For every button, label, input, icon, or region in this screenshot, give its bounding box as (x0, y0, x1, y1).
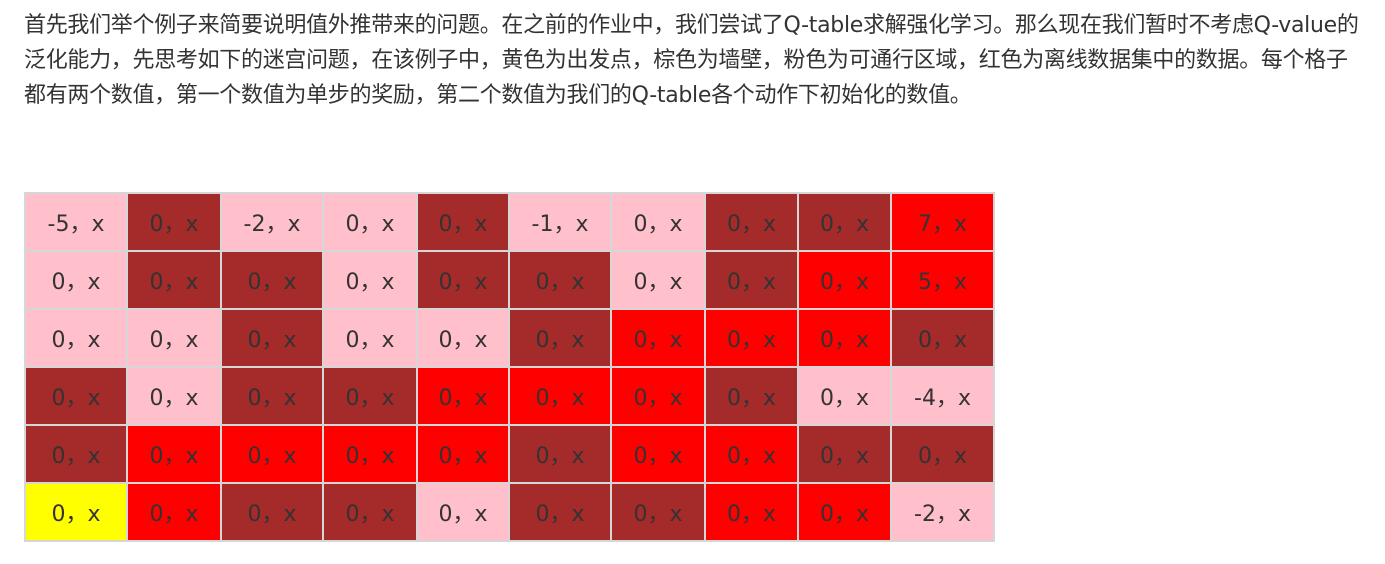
maze-cell-wall: 0，x (220, 482, 324, 542)
maze-row: 0，x 0，x 0，x 0，x 0，x 0，x 0，x 0，x 0，x 0，x (24, 424, 995, 484)
maze-cell-wall: 0，x (322, 366, 418, 426)
maze-cell-free: 0，x (126, 308, 222, 368)
maze-cell-data: 0，x (416, 424, 510, 484)
maze-cell-free: -1，x (508, 192, 612, 252)
maze-cell-data: 0，x (610, 424, 706, 484)
maze-cell-wall: 0，x (416, 250, 510, 310)
maze-cell-wall: 0，x (220, 250, 324, 310)
maze-cell-wall: 0，x (890, 424, 995, 484)
maze-grid-table: -5，x 0，x -2，x 0，x 0，x -1，x 0，x 0，x 0，x 7，x 0，x 0，x 0… (24, 192, 995, 542)
maze-cell-free: 0，x (322, 250, 418, 310)
maze-cell-free: 0，x (24, 308, 128, 368)
maze-row: 0，x 0，x 0，x 0，x 0，x 0，x 0，x 0，x 0，x -4，x (24, 366, 995, 426)
maze-cell-wall: 0，x (797, 192, 892, 252)
maze-cell-wall: 0，x (126, 192, 222, 252)
maze-cell-wall: 0，x (508, 308, 612, 368)
maze-cell-data: 0，x (220, 424, 324, 484)
maze-cell-free: 0，x (322, 308, 418, 368)
maze-cell-wall: 0，x (704, 192, 799, 252)
maze-cell-free: -4，x (890, 366, 995, 426)
maze-row: 0，x 0，x 0，x 0，x 0，x 0，x 0，x 0，x 0，x 0，x (24, 308, 995, 368)
maze-cell-data: 0，x (126, 482, 222, 542)
maze-cell-wall: 0，x (416, 192, 510, 252)
maze-cell-wall: 0，x (508, 482, 612, 542)
maze-cell-wall: 0，x (126, 250, 222, 310)
maze-cell-data: 0，x (508, 366, 612, 426)
intro-paragraph: 首先我们举个例子来简要说明值外推带来的问题。在之前的作业中，我们尝试了Q-tab… (24, 13, 1359, 108)
maze-cell-wall: 0，x (24, 424, 128, 484)
maze-cell-free: 0，x (416, 482, 510, 542)
maze-cell-data: 0，x (704, 308, 799, 368)
maze-cell-wall: 0，x (508, 424, 612, 484)
maze-cell-wall: 0，x (322, 482, 418, 542)
maze-cell-start: 0，x (24, 482, 128, 542)
maze-cell-wall: 0，x (220, 366, 324, 426)
maze-cell-wall: 0，x (797, 424, 892, 484)
maze-cell-wall: 0，x (508, 250, 612, 310)
maze-cell-data: 5，x (890, 250, 995, 310)
maze-cell-wall: 0，x (610, 482, 706, 542)
maze-cell-free: 0，x (416, 308, 510, 368)
maze-cell-data: 0，x (704, 482, 799, 542)
maze-cell-data: 0，x (126, 424, 222, 484)
maze-cell-free: -5，x (24, 192, 128, 252)
maze-grid-body: -5，x 0，x -2，x 0，x 0，x -1，x 0，x 0，x 0，x 7，x 0，x 0，x 0… (24, 192, 995, 542)
maze-cell-data: 0，x (610, 308, 706, 368)
maze-cell-wall: 0，x (220, 308, 324, 368)
maze-cell-data: 0，x (322, 424, 418, 484)
maze-row: 0，x 0，x 0，x 0，x 0，x 0，x 0，x 0，x 0，x 5，x (24, 250, 995, 310)
maze-cell-free: -2，x (220, 192, 324, 252)
maze-cell-data: 0，x (797, 250, 892, 310)
maze-row: 0，x 0，x 0，x 0，x 0，x 0，x 0，x 0，x 0，x -2，x (24, 482, 995, 542)
maze-cell-free: 0，x (24, 250, 128, 310)
maze-cell-data: 7，x (890, 192, 995, 252)
maze-cell-free: -2，x (890, 482, 995, 542)
maze-cell-data: 0，x (416, 366, 510, 426)
maze-row: -5，x 0，x -2，x 0，x 0，x -1，x 0，x 0，x 0，x 7，x (24, 192, 995, 252)
maze-cell-data: 0，x (797, 308, 892, 368)
maze-cell-wall: 0，x (24, 366, 128, 426)
maze-cell-data: 0，x (610, 366, 706, 426)
maze-cell-free: 0，x (797, 366, 892, 426)
maze-cell-free: 0，x (126, 366, 222, 426)
maze-cell-data: 0，x (797, 482, 892, 542)
maze-cell-wall: 0，x (704, 250, 799, 310)
maze-cell-free: 0，x (610, 250, 706, 310)
maze-cell-wall: 0，x (890, 308, 995, 368)
maze-cell-free: 0，x (322, 192, 418, 252)
maze-cell-data: 0，x (704, 424, 799, 484)
maze-cell-wall: 0，x (704, 366, 799, 426)
maze-cell-free: 0，x (610, 192, 706, 252)
